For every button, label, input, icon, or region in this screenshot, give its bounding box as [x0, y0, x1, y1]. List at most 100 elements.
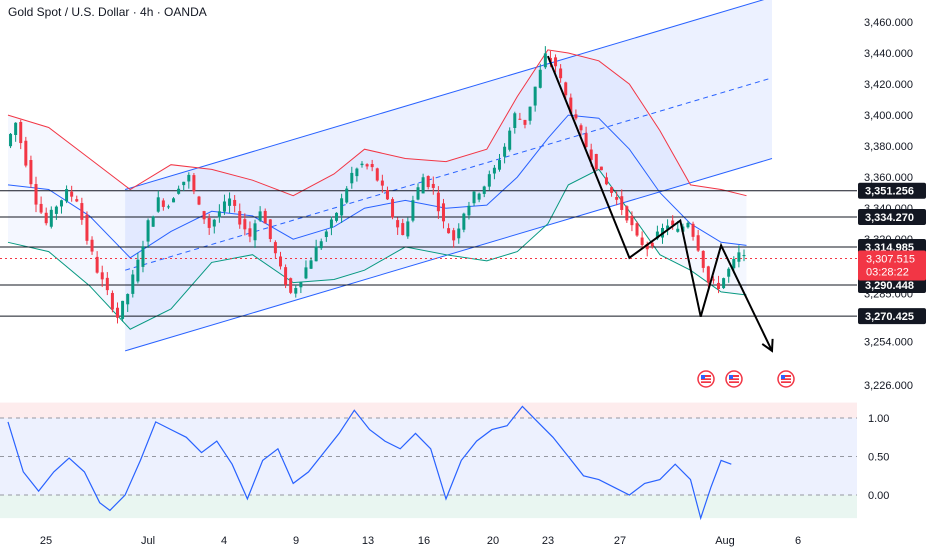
time-tick-label: 27: [614, 535, 626, 547]
candle-body: [202, 211, 206, 220]
candle-body: [380, 180, 384, 186]
candle-body: [29, 160, 33, 185]
us-flag-event-icon: [725, 370, 743, 388]
candle-body: [503, 146, 507, 157]
price-level-tag-label: 3,334.270: [865, 212, 914, 224]
candle-body: [329, 219, 333, 228]
candle-body: [431, 183, 435, 188]
candle-body: [100, 272, 104, 280]
candle-body: [538, 69, 542, 88]
price-level-tag: [858, 209, 926, 226]
candle-body: [39, 203, 43, 213]
time-tick-label: 4: [221, 535, 227, 547]
oscillator-tick-label: 0.50: [868, 452, 889, 464]
candle-body: [594, 153, 598, 170]
candle-body: [156, 197, 160, 212]
main-price-pane: [0, 0, 857, 388]
candle-body: [222, 201, 226, 212]
time-tick-label: 20: [487, 535, 499, 547]
candle-body: [350, 172, 354, 184]
candle-body: [396, 220, 400, 228]
us-flag-event-icon: [729, 375, 739, 383]
price-level-tag-label: 3,270.425: [865, 311, 914, 323]
candle-body: [564, 82, 568, 96]
candle-body: [421, 177, 425, 194]
price-tick-label: 3,460.000: [864, 17, 913, 29]
candle-body: [742, 255, 746, 257]
candle-body: [579, 125, 583, 131]
candle-body: [737, 252, 741, 262]
price-tick-label: 3,420.000: [864, 79, 913, 91]
candle-body: [533, 86, 537, 106]
bands-fill: [8, 49, 747, 330]
candle-body: [166, 206, 170, 208]
candle-body: [584, 133, 588, 148]
last-price-label: 3,307.515: [866, 254, 915, 266]
candle-body: [85, 214, 89, 241]
price-level-tag: [858, 277, 926, 294]
candle-body: [360, 163, 364, 166]
candle-body: [625, 206, 629, 221]
oscillator-line: [7, 405, 732, 521]
candle-body: [365, 164, 369, 167]
candle-body: [666, 225, 670, 230]
time-tick-label: 16: [418, 535, 430, 547]
candle-body: [436, 192, 440, 212]
candle-body: [110, 292, 114, 310]
us-flag-event-icon: [701, 377, 711, 379]
lower-band-line: [7, 168, 747, 330]
us-flag-event-icon: [781, 375, 785, 379]
candle-body: [80, 203, 84, 220]
candle-body: [151, 216, 155, 227]
candle-body: [487, 174, 491, 187]
candle-body: [554, 57, 558, 67]
candle-body: [187, 174, 191, 182]
candle-body: [452, 230, 456, 241]
candle-body: [146, 220, 150, 242]
candle-body: [304, 267, 308, 279]
oscillator-oversold-zone: [0, 495, 857, 519]
candle-body: [457, 228, 461, 239]
candle-body: [655, 231, 659, 239]
candle-body: [569, 97, 573, 114]
time-tick-label: 6: [795, 535, 801, 547]
candle-body: [559, 68, 563, 79]
us-flag-event-icon: [781, 380, 791, 382]
candle-body: [676, 228, 680, 232]
time-axis: 25 Jul 4 9 13 16 20 23 27 Aug 6: [40, 535, 801, 547]
candle-body: [706, 266, 710, 283]
oscillator-tick-label: 1.00: [868, 413, 889, 425]
candle-body: [105, 277, 109, 291]
candle-body: [518, 118, 522, 120]
candle-body: [340, 198, 344, 216]
candle-body: [136, 259, 140, 282]
price-level-tag-label: 3,290.448: [865, 280, 914, 292]
candle-body: [9, 133, 13, 147]
candle-body: [70, 191, 74, 197]
candle-body: [319, 241, 323, 249]
candle-body: [116, 307, 120, 318]
candle-body: [528, 106, 532, 121]
candle-body: [131, 274, 135, 294]
channel-fill: [125, 0, 772, 351]
candle-body: [574, 114, 578, 119]
candle-body: [268, 219, 272, 240]
candle-body: [543, 53, 547, 68]
time-tick-label: Jul: [141, 535, 155, 547]
candle-body: [589, 149, 593, 160]
us-flag-event-icon: [701, 375, 705, 379]
candle-body: [345, 188, 349, 203]
candle-body: [161, 200, 165, 207]
candle-body: [192, 175, 196, 192]
time-tick-label: 13: [362, 535, 374, 547]
candle-body: [90, 239, 94, 252]
candle-body: [615, 197, 619, 200]
us-flag-event-icon: [729, 375, 733, 379]
us-flag-event-icon: [701, 380, 711, 382]
candle-body: [258, 211, 262, 221]
chart-title: Gold Spot / U.S. Dollar · 4h · OANDA: [8, 5, 207, 19]
candle-body: [314, 246, 318, 262]
us-flag-event-icon: [781, 377, 791, 379]
oscillator-pane: [0, 402, 857, 521]
